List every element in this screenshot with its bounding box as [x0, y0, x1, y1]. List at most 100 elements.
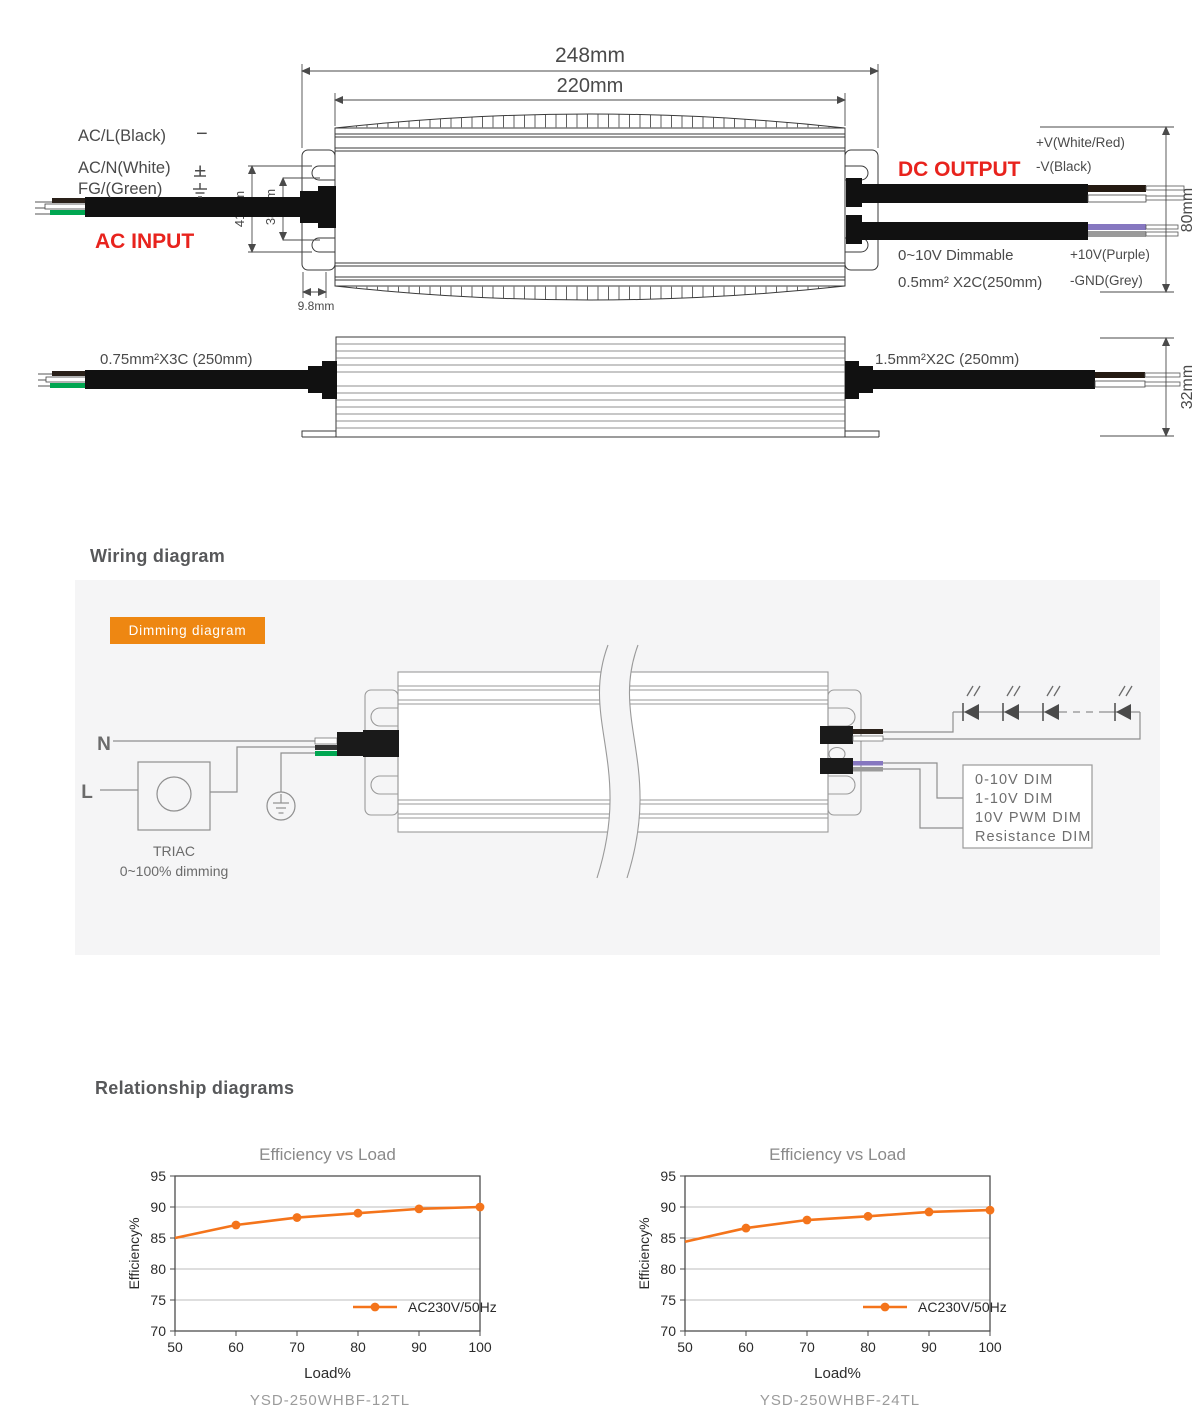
ac-wire-l-label: AC/L(Black) — [78, 127, 166, 145]
dim-overall-text: 248mm — [555, 44, 625, 67]
dimension-height: 80mm — [1040, 126, 1196, 293]
mechanical-drawing: 248mm 220mm — [35, 44, 1196, 438]
svg-text:70: 70 — [289, 1339, 305, 1355]
svg-text:95: 95 — [150, 1168, 166, 1184]
svg-text:60: 60 — [228, 1339, 244, 1355]
ac-input-cable — [35, 186, 336, 228]
svg-text:70: 70 — [150, 1323, 166, 1339]
ac-wire-fg-label: FG/(Green) — [78, 180, 162, 198]
mounting-plate-right — [844, 149, 879, 271]
wiring-diagram-panel: Dimming diagram — [75, 580, 1160, 955]
output-cable-spec: 1.5mm²X2C (250mm) — [875, 351, 1019, 368]
svg-text:Load%: Load% — [814, 1365, 861, 1382]
dc-minus-label: -V(Black) — [1036, 159, 1092, 174]
led-string — [883, 685, 1141, 740]
dc-output-labels: DC OUTPUT +V(White/Red) -V(Black) 0~10V … — [898, 135, 1150, 291]
wiring-diagram-heading: Wiring diagram — [90, 546, 226, 566]
svg-text:85: 85 — [150, 1230, 166, 1246]
ac-input-title: AC INPUT — [95, 230, 194, 253]
driver-unit — [364, 644, 862, 879]
efficiency-line-chart: 50 60 70 80 90 100 70 75 80 85 90 95 Efficiency vs L… — [636, 1145, 1007, 1382]
ac-wire-labels: AC/L(Black) − AC/N(White) + FG/(Green) A… — [78, 123, 208, 253]
triac-desc: 0~100% dimming — [120, 863, 229, 879]
triac-dimmer-box — [137, 761, 211, 831]
dimension-body-length: 220mm — [334, 75, 846, 126]
dc-output-title: DC OUTPUT — [898, 158, 1021, 181]
ac-wire-n-label: AC/N(White) — [78, 159, 171, 177]
svg-text:50: 50 — [677, 1339, 693, 1355]
svg-text:80: 80 — [660, 1261, 676, 1277]
svg-text:Efficiency%: Efficiency% — [126, 1217, 142, 1289]
dim-gnd-label: -GND(Grey) — [1070, 273, 1143, 288]
svg-text:80: 80 — [350, 1339, 366, 1355]
dc-plus-label: +V(White/Red) — [1036, 135, 1125, 150]
side-input-cable: 0.75mm²X3C (250mm) — [38, 351, 337, 399]
svg-text:75: 75 — [660, 1292, 676, 1308]
svg-text:AC230V/50Hz: AC230V/50Hz — [918, 1299, 1007, 1315]
dim-plate-offset-text: 9.8mm — [298, 299, 335, 313]
neutral-label: N — [97, 734, 111, 755]
dim-modes-list: 0-10V DIM 1-10V DIM 10V PWM DIM Resistan… — [975, 772, 1091, 845]
break-band — [597, 645, 641, 878]
svg-text:50: 50 — [167, 1339, 183, 1355]
input-cable-stubs — [314, 730, 399, 757]
dim-mode-1: 1-10V DIM — [975, 791, 1053, 807]
svg-text:70: 70 — [799, 1339, 815, 1355]
svg-text:100: 100 — [978, 1339, 1002, 1355]
output-cable-stubs — [820, 726, 884, 774]
dim-note-1: 0~10V Dimmable — [898, 247, 1013, 264]
svg-text:75: 75 — [150, 1292, 166, 1308]
dimension-side-height: 32mm — [1100, 337, 1196, 437]
svg-text:70: 70 — [660, 1323, 676, 1339]
dim-body-text: 220mm — [557, 75, 624, 97]
svg-text:90: 90 — [921, 1339, 937, 1355]
chart-caption: YSD-250WHBF-24TL — [759, 1392, 921, 1409]
svg-text:Efficiency vs Load: Efficiency vs Load — [769, 1145, 906, 1164]
svg-text:60: 60 — [738, 1339, 754, 1355]
wiring-diagram: N L TRIAC 0~100% dimming — [81, 644, 1141, 879]
efficiency-line-chart: 50 60 70 80 90 100 70 75 80 85 90 95 Efficiency vs L… — [126, 1145, 497, 1382]
svg-text:90: 90 — [411, 1339, 427, 1355]
led-symbols — [962, 685, 1133, 721]
side-output-cable: 1.5mm²X2C (250mm) — [845, 351, 1181, 399]
svg-text:Efficiency%: Efficiency% — [636, 1217, 652, 1289]
input-cable-spec: 0.75mm²X3C (250mm) — [100, 351, 253, 368]
dim-mode-0: 0-10V DIM — [975, 772, 1053, 788]
dim-modes-box — [962, 764, 1093, 849]
top-view-body — [334, 113, 846, 301]
svg-text:80: 80 — [860, 1339, 876, 1355]
triac-knob — [156, 776, 192, 812]
dimming-diagram-badge: Dimming diagram — [110, 617, 265, 644]
dim-mode-2: 10V PWM DIM — [975, 810, 1082, 826]
efficiency-chart-12tl: 50 60 70 80 90 100 70 75 80 85 90 95 Efficiency vs L… — [115, 1136, 545, 1391]
svg-text:100: 100 — [468, 1339, 492, 1355]
svg-text:Load%: Load% — [304, 1365, 351, 1382]
svg-text:Efficiency vs Load: Efficiency vs Load — [259, 1145, 396, 1164]
relationship-diagrams-heading: Relationship diagrams — [95, 1078, 295, 1098]
earth-ground-icon — [193, 175, 207, 198]
side-view-body — [301, 336, 880, 438]
dimension-overall-length: 248mm — [301, 44, 879, 148]
efficiency-chart-24tl: 50 60 70 80 90 100 70 75 80 85 90 95 Efficiency vs L… — [625, 1136, 1055, 1391]
svg-text:90: 90 — [150, 1199, 166, 1215]
dim-cable — [846, 215, 1179, 244]
dim-wiring — [883, 762, 1093, 849]
svg-text:80: 80 — [150, 1261, 166, 1277]
dc-output-cable — [846, 178, 1185, 207]
svg-text:90: 90 — [660, 1199, 676, 1215]
minus-symbol: − — [196, 123, 208, 145]
dim-height-text: 80mm — [1179, 188, 1196, 232]
dim-side-height-text: 32mm — [1179, 365, 1196, 409]
input-wiring — [100, 740, 315, 831]
svg-text:AC230V/50Hz: AC230V/50Hz — [408, 1299, 497, 1315]
plus-symbol: + — [194, 160, 206, 183]
chart-block-12tl: 50 60 70 80 90 100 70 75 80 85 90 95 Efficiency vs L… — [115, 1136, 545, 1421]
chart-block-24tl: 50 60 70 80 90 100 70 75 80 85 90 95 Efficiency vs L… — [625, 1136, 1055, 1421]
svg-text:95: 95 — [660, 1168, 676, 1184]
dim-mode-3: Resistance DIM — [975, 829, 1091, 845]
dim-plus-label: +10V(Purple) — [1070, 247, 1150, 262]
live-label: L — [81, 782, 93, 803]
earth-ground-symbol — [266, 791, 296, 821]
dim-note-2: 0.5mm² X2C(250mm) — [898, 274, 1042, 291]
